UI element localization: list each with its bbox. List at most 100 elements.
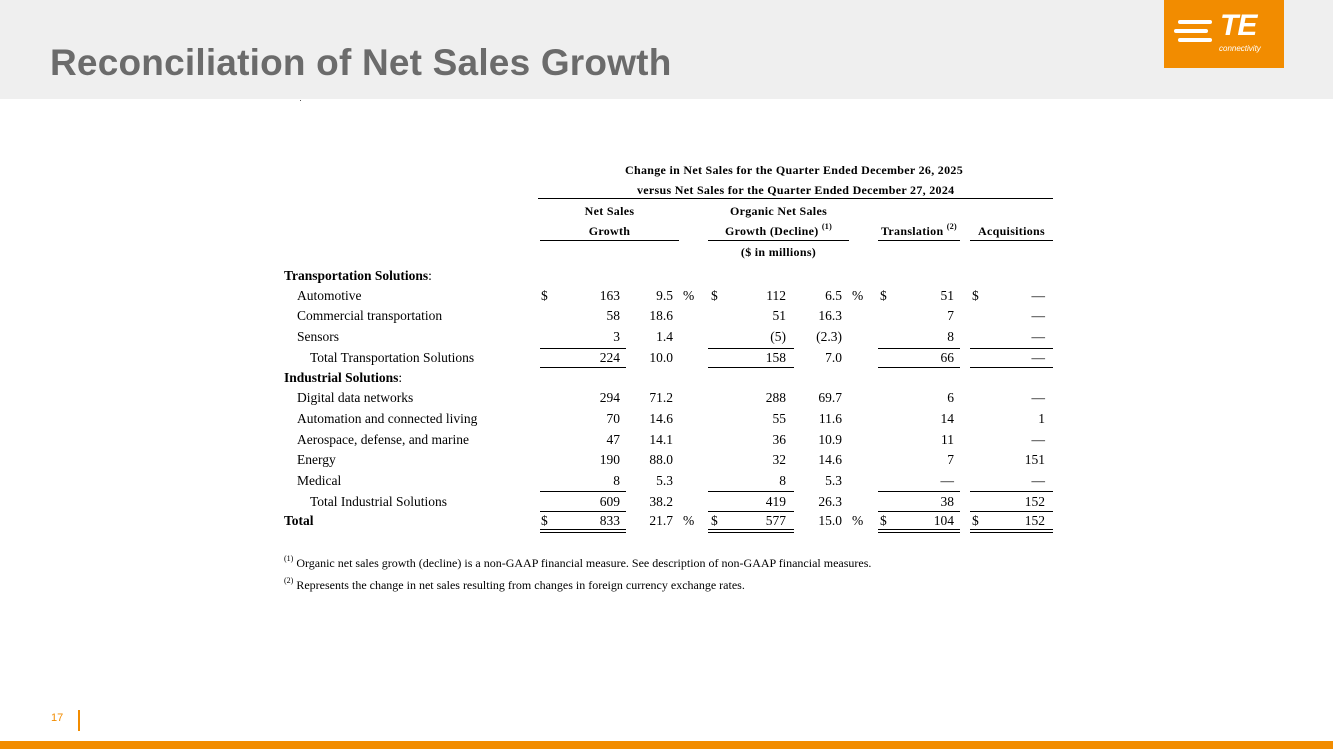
percent-sign: % [683,513,695,528]
row-label: Total Industrial Solutions [310,494,448,509]
row-label: Aerospace, defense, and marine [297,432,470,447]
cell-net-sales: 3 [613,329,620,344]
cell-net-sales-pct: 5.3 [656,473,673,488]
percent-sign: % [852,288,864,303]
double-rule-total-og [708,529,794,533]
cell-organic: 51 [772,308,787,323]
footer-band [0,741,1333,749]
cell-translation: 7 [947,452,954,467]
col-header-translation: Translation (2) [881,222,957,238]
dollar-sign: $ [711,513,718,528]
cell-translation: 66 [940,350,955,365]
footnote-2: (2) Represents the change in net sales r… [284,576,745,592]
row-label: Commercial transportation [297,308,443,323]
cell-net-sales: 224 [599,350,620,365]
double-rule-total-ns [540,529,626,533]
rule-industrial-tr-bottom [878,511,960,512]
slide-title: Reconciliation of Net Sales Growth [50,42,672,83]
cell-net-sales-pct: 14.1 [649,432,673,447]
cell-organic-pct: 11.6 [818,411,842,426]
cell-net-sales-pct: 38.2 [649,494,673,509]
rule-industrial-og [708,491,794,492]
cell-organic: (5) [770,329,786,344]
cell-net-sales: 190 [599,452,620,467]
rule-transport-og-bottom [708,367,794,368]
stray-mark [300,100,301,101]
te-connectivity-logo: TE connectivity [1164,0,1284,68]
cell-translation: 11 [941,432,954,447]
cell-acquisitions: — [1031,432,1046,447]
dollar-sign: $ [972,513,979,528]
dollar-sign: $ [711,288,718,303]
col-header-organic-2: Growth (Decline) (1) [724,222,833,238]
cell-organic: 419 [765,494,786,509]
cell-net-sales-pct: 21.7 [649,513,673,528]
cell-organic: 36 [772,432,787,447]
row-label: Digital data networks [297,390,414,405]
cell-organic: 158 [765,350,786,365]
row-label: Total [284,513,314,528]
rule-transport-og [708,348,794,349]
cell-organic: 112 [766,288,786,303]
percent-sign: % [852,513,864,528]
cell-acquisitions: — [1031,390,1046,405]
row-label: Total Transportation Solutions [310,350,475,365]
rule-transport-tr [878,348,960,349]
cell-organic: 32 [772,452,787,467]
te-logo-stripes-icon [1174,20,1212,42]
cell-net-sales: 47 [606,432,621,447]
cell-organic-pct: 14.6 [818,452,842,467]
cell-acquisitions: — [1031,350,1046,365]
dollar-sign: $ [541,288,548,303]
cell-net-sales-pct: 10.0 [649,350,673,365]
page-number: 17 [51,712,64,724]
cell-translation: 7 [947,308,954,323]
cell-acquisitions: 1 [1038,411,1045,426]
cell-organic-pct: 26.3 [818,494,842,509]
logo-mark: TE [1220,9,1257,42]
rule-transport-ns-bottom [540,367,626,368]
cell-net-sales-pct: 9.5 [656,288,673,303]
cell-acquisitions: 152 [1024,513,1045,528]
rule-industrial-tr [878,491,960,492]
cell-net-sales: 70 [606,411,621,426]
cell-acquisitions: — [1031,473,1046,488]
row-label: Sensors [297,329,340,344]
row-label: Automation and connected living [297,411,478,426]
dollar-sign: $ [880,513,887,528]
cell-net-sales-pct: 1.4 [656,329,673,344]
cell-organic-pct: 15.0 [818,513,842,528]
rule-transport-acq [970,348,1053,349]
col-underline-organic [708,240,849,241]
table-title-line2: versus Net Sales for the Quarter Ended D… [637,183,955,197]
rule-industrial-ns-bottom [540,511,626,512]
cell-organic: 577 [765,513,786,528]
title-underline [538,198,1053,199]
cell-organic-pct: (2.3) [816,329,842,344]
dollar-sign: $ [972,288,979,303]
cell-net-sales: 609 [599,494,620,509]
dollar-sign: $ [541,513,548,528]
cell-organic-pct: 10.9 [818,432,842,447]
cell-organic: 288 [765,390,786,405]
slide-header-band [0,0,1333,99]
footnote-1: (1) Organic net sales growth (decline) i… [284,554,872,570]
cell-organic-pct: 7.0 [825,350,842,365]
cell-organic-pct: 5.3 [825,473,842,488]
col-underline-acquisitions [970,240,1053,241]
rule-transport-tr-bottom [878,367,960,368]
units-label: ($ in millions) [740,245,817,259]
percent-sign: % [683,288,695,303]
rule-transport-ns [540,348,626,349]
dollar-sign: $ [880,288,887,303]
cell-organic-pct: 16.3 [818,308,842,323]
cell-net-sales: 163 [599,288,620,303]
row-label: Medical [297,473,342,488]
rule-industrial-og-bottom [708,511,794,512]
col-header-organic-1: Organic Net Sales [729,204,828,218]
cell-acquisitions: 151 [1024,452,1045,467]
col-underline-net-sales [540,240,679,241]
cell-translation: 104 [933,513,954,528]
logo-subtext: connectivity [1219,44,1261,53]
cell-net-sales-pct: 14.6 [649,411,673,426]
